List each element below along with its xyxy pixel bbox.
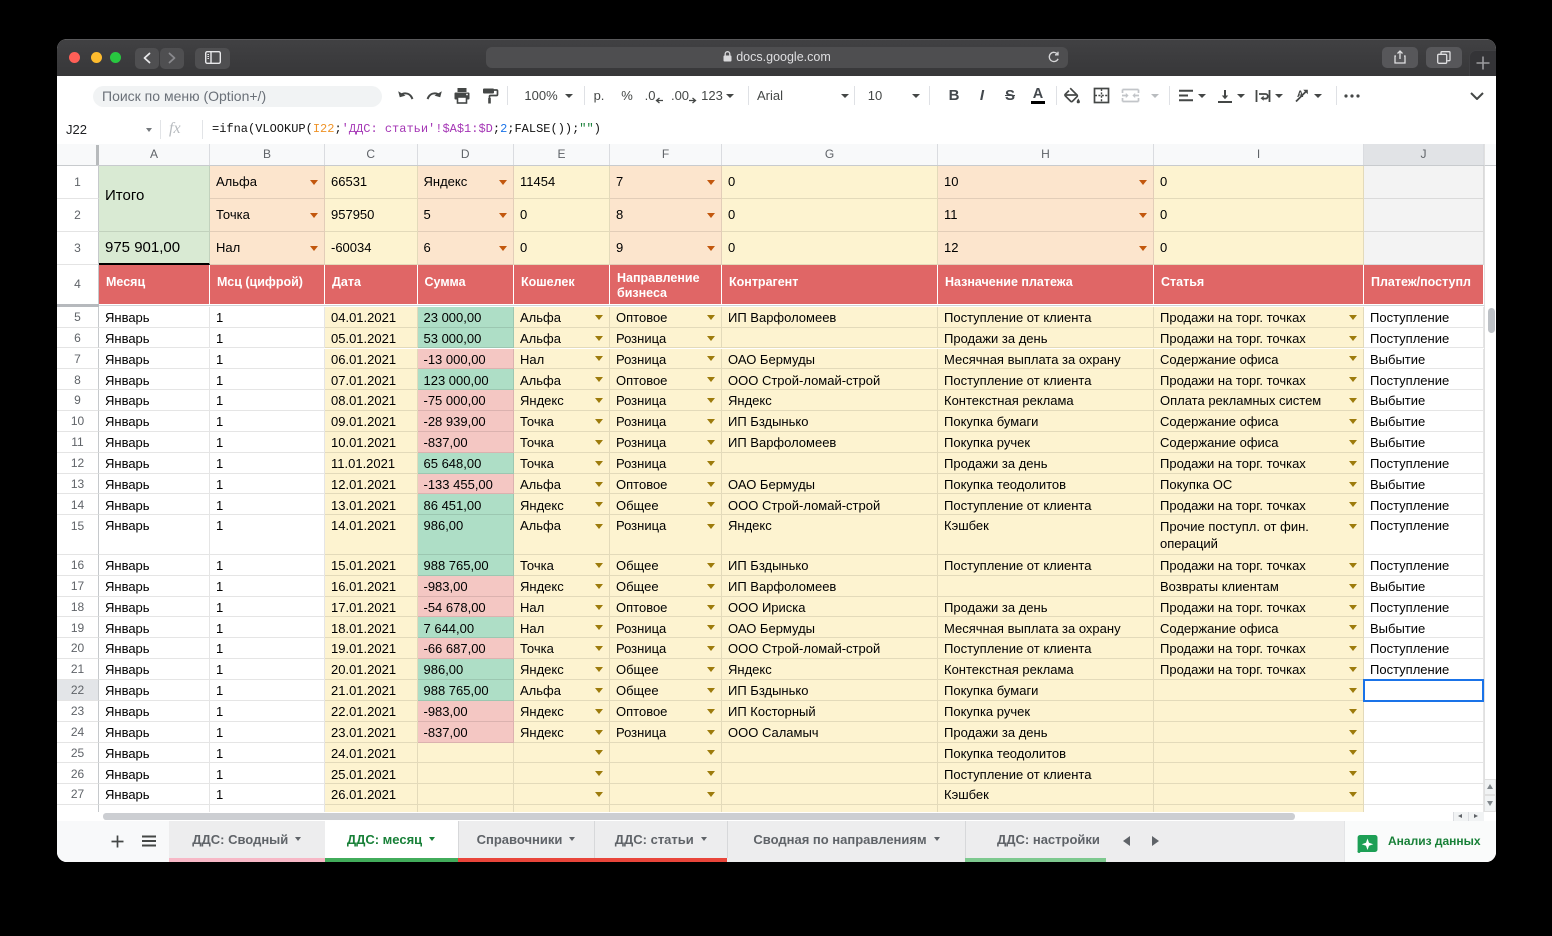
- svg-text:A: A: [1297, 89, 1304, 99]
